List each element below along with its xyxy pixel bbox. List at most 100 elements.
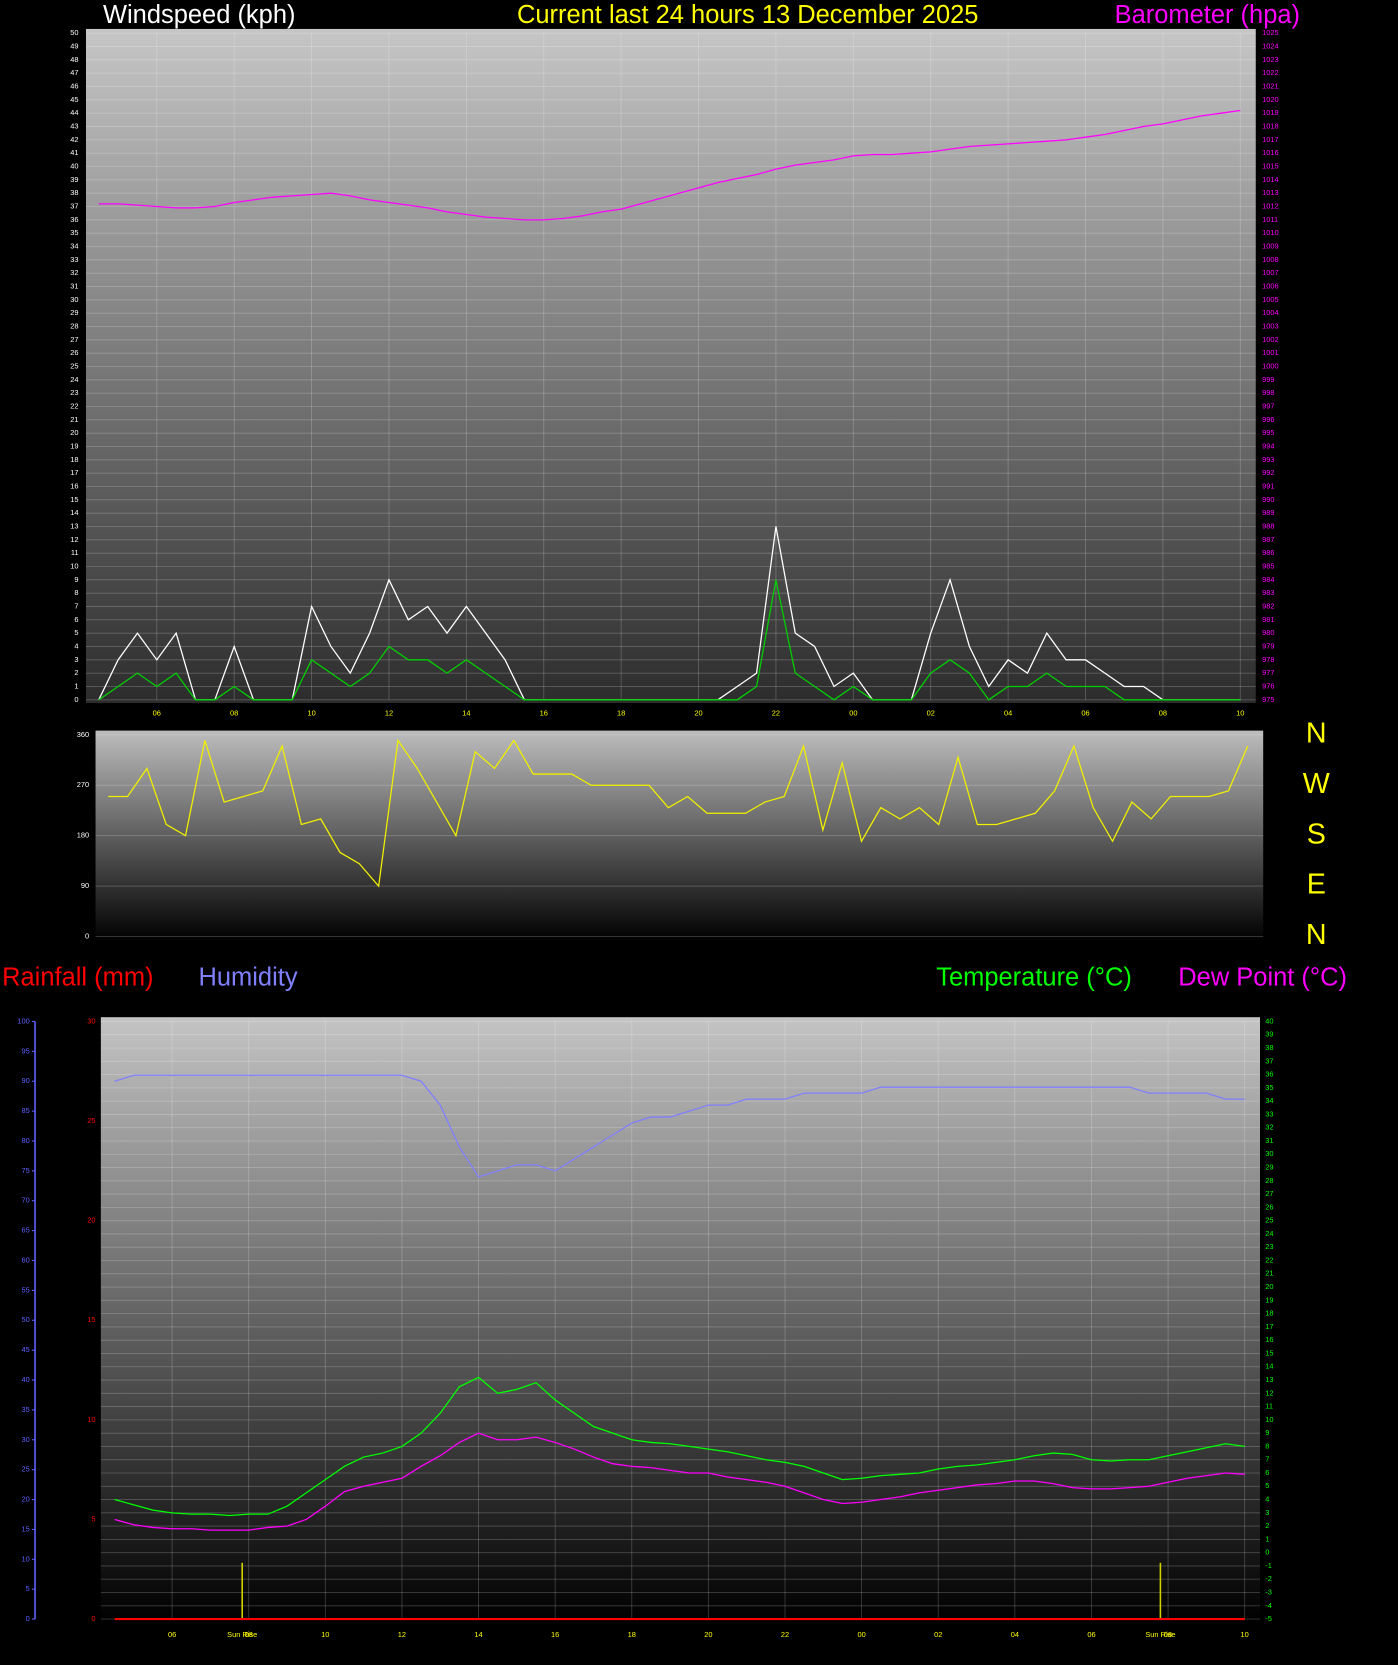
x-tick-label: 08 <box>230 709 238 718</box>
y2-tick-label: 1025 <box>1262 28 1279 37</box>
y2-tick-label: 30 <box>1265 1149 1273 1158</box>
y-tick-label: 0 <box>85 931 89 940</box>
x-tick-label: 10 <box>321 1630 329 1639</box>
y2-tick-label: 975 <box>1262 695 1274 704</box>
y3-tick-label: 95 <box>21 1046 29 1055</box>
y-tick-label: 5 <box>91 1514 95 1523</box>
y2-tick-label: 35 <box>1265 1083 1273 1092</box>
y2-tick-label: 978 <box>1262 655 1274 664</box>
y-tick-label: 24 <box>70 375 78 384</box>
y2-tick-label: 989 <box>1262 508 1274 517</box>
y2-tick-label: 1009 <box>1262 241 1279 250</box>
y2-tick-label: 0 <box>1265 1548 1269 1557</box>
y-tick-label: 32 <box>70 268 78 277</box>
y3-tick-label: 30 <box>21 1435 29 1444</box>
y2-tick-label: 5 <box>1265 1481 1269 1490</box>
x-tick-label: 06 <box>1087 1630 1095 1639</box>
y2-tick-label: 11 <box>1265 1402 1273 1411</box>
y-tick-label: 14 <box>70 508 78 517</box>
y3-tick-label: 50 <box>21 1315 29 1324</box>
y-tick-label: 7 <box>74 601 78 610</box>
y-tick-label: 1 <box>74 681 78 690</box>
y-tick-label: 34 <box>70 241 78 250</box>
y-tick-label: 37 <box>70 201 78 210</box>
y-tick-label: 5 <box>74 628 78 637</box>
y2-tick-label: 24 <box>1265 1229 1273 1238</box>
y2-tick-label: 10 <box>1265 1415 1273 1424</box>
y2-tick-label: -1 <box>1265 1561 1272 1570</box>
y2-tick-label: -5 <box>1265 1614 1272 1623</box>
y2-tick-label: 19 <box>1265 1295 1273 1304</box>
y3-tick-label: 20 <box>21 1495 29 1504</box>
compass-label: N <box>1306 919 1327 951</box>
y-tick-label: 41 <box>70 148 78 157</box>
y3-tick-label: 40 <box>21 1375 29 1384</box>
y3-tick-label: 0 <box>26 1614 30 1623</box>
y2-tick-label: 7 <box>1265 1455 1269 1464</box>
y2-tick-label: 984 <box>1262 575 1274 584</box>
y2-tick-label: 27 <box>1265 1189 1273 1198</box>
y-tick-label: 20 <box>70 428 78 437</box>
y2-tick-label: 1 <box>1265 1534 1269 1543</box>
x-tick-label: 02 <box>934 1630 942 1639</box>
y3-tick-label: 70 <box>21 1196 29 1205</box>
y2-tick-label: 18 <box>1265 1309 1273 1318</box>
y2-tick-label: 1007 <box>1262 268 1279 277</box>
y2-tick-label: 995 <box>1262 428 1274 437</box>
x-tick-label: 22 <box>772 709 780 718</box>
y-tick-label: 45 <box>70 95 78 104</box>
y3-tick-label: 60 <box>21 1255 29 1264</box>
x-tick-label: 14 <box>462 709 470 718</box>
compass-label: N <box>1306 717 1327 749</box>
y2-tick-label: 1014 <box>1262 175 1279 184</box>
y3-tick-label: 85 <box>21 1106 29 1115</box>
y-tick-label: 21 <box>70 415 78 424</box>
y2-tick-label: 980 <box>1262 628 1274 637</box>
compass-label: E <box>1307 869 1326 901</box>
y-tick-label: 46 <box>70 81 78 90</box>
x-tick-label: 04 <box>1004 709 1012 718</box>
y2-tick-label: -4 <box>1265 1601 1272 1610</box>
y2-tick-label: 988 <box>1262 521 1274 530</box>
y2-tick-label: 1020 <box>1262 95 1279 104</box>
y-tick-label: 20 <box>87 1216 95 1225</box>
y2-tick-label: 985 <box>1262 561 1274 570</box>
y2-tick-label: 40 <box>1265 1016 1273 1025</box>
y-tick-label: 50 <box>70 28 78 37</box>
y-tick-label: 0 <box>91 1614 95 1623</box>
y-tick-label: 6 <box>74 615 78 624</box>
x-tick-label: 10 <box>307 709 315 718</box>
y2-tick-label: 31 <box>1265 1136 1273 1145</box>
x-tick-label: 20 <box>704 1630 712 1639</box>
y-tick-label: 26 <box>70 348 78 357</box>
y2-tick-label: 22 <box>1265 1255 1273 1264</box>
y-tick-label: 33 <box>70 255 78 264</box>
y3-tick-label: 80 <box>21 1136 29 1145</box>
x-tick-label: 06 <box>168 1630 176 1639</box>
y2-tick-label: 1018 <box>1262 121 1279 130</box>
plot-background <box>85 28 1256 703</box>
y2-tick-label: 1017 <box>1262 135 1279 144</box>
plot-background <box>95 730 1264 941</box>
y-tick-label: 25 <box>70 361 78 370</box>
x-tick-label: 06 <box>153 709 161 718</box>
y2-tick-label: -2 <box>1265 1574 1272 1583</box>
x-tick-label: 20 <box>694 709 702 718</box>
y-tick-label: 3 <box>74 655 78 664</box>
y-tick-label: 40 <box>70 161 78 170</box>
x-tick-label: 16 <box>540 709 548 718</box>
y2-tick-label: 38 <box>1265 1043 1273 1052</box>
y2-tick-label: 26 <box>1265 1202 1273 1211</box>
y2-tick-label: 1016 <box>1262 148 1279 157</box>
y-tick-label: 270 <box>77 780 89 789</box>
x-tick-label: 04 <box>1011 1630 1019 1639</box>
y-tick-label: 16 <box>70 481 78 490</box>
y3-tick-label: 35 <box>21 1405 29 1414</box>
y2-tick-label: 6 <box>1265 1468 1269 1477</box>
y2-tick-label: 12 <box>1265 1388 1273 1397</box>
y-tick-label: 4 <box>74 641 78 650</box>
y2-tick-label: 33 <box>1265 1109 1273 1118</box>
y-tick-label: 48 <box>70 55 78 64</box>
